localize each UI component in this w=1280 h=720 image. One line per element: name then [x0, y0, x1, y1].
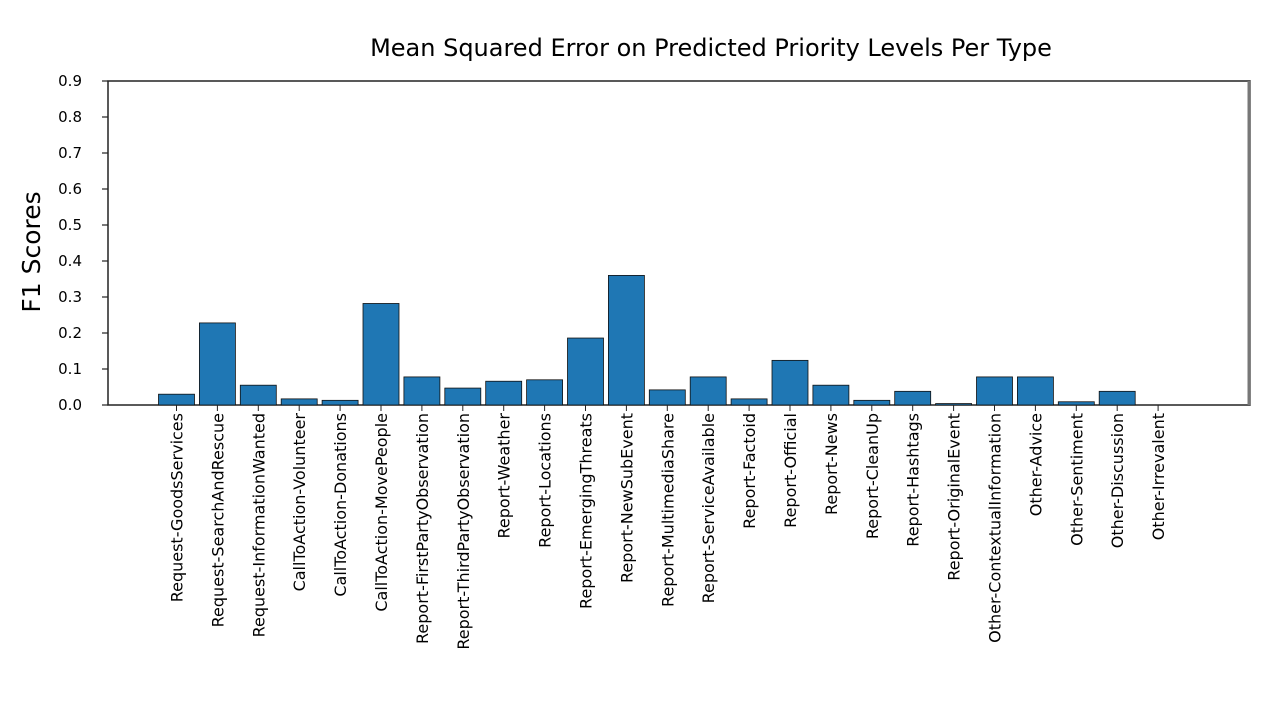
x-tick-label: Report-FirstPartyObservation — [413, 413, 432, 644]
y-tick-label: 0.1 — [58, 360, 82, 378]
y-tick-label: 0.2 — [58, 324, 82, 342]
chart-title: Mean Squared Error on Predicted Priority… — [370, 34, 1052, 62]
bar-report-official — [771, 359, 809, 406]
x-tick-label: Request-GoodsServices — [168, 413, 187, 602]
x-tick-label: Report-Weather — [495, 413, 514, 539]
x-tick-label: Other-ContextualInformation — [986, 413, 1005, 643]
bar-request-goodsservices — [158, 393, 195, 406]
bar-report-originalevent — [935, 403, 972, 406]
y-tick-label: 0.6 — [58, 180, 82, 198]
bar-calltoaction-donations — [321, 399, 359, 406]
y-tick-label: 0.8 — [58, 108, 82, 126]
y-tick-label: 0.4 — [58, 252, 82, 270]
bar-report-hashtags — [894, 390, 932, 406]
bar-calltoaction-movepeople — [362, 303, 400, 406]
x-tick-label: Report-OriginalEvent — [945, 413, 964, 581]
bar-report-firstpartyobservation — [403, 376, 441, 406]
x-tick-label: Report-Locations — [536, 413, 555, 548]
bar-other-sentiment — [1057, 401, 1095, 406]
x-tick-label: Report-News — [822, 413, 841, 515]
x-tick-label: Other-Sentiment — [1067, 413, 1086, 546]
x-tick-label: CallToAction-Volunteer — [290, 413, 309, 592]
bar-report-emergingthreats — [567, 337, 604, 406]
bar-request-informationwanted — [239, 384, 277, 406]
bar-other-discussion — [1098, 390, 1136, 406]
x-tick-label: Report-Hashtags — [904, 413, 923, 547]
bar-report-locations — [526, 379, 563, 406]
x-tick-label: CallToAction-MovePeople — [372, 413, 391, 612]
bar-calltoaction-volunteer — [280, 398, 318, 406]
x-tick-label: Report-ThirdPartyObservation — [454, 413, 473, 650]
bar-report-news — [812, 384, 850, 406]
x-tick-label: Other-Discussion — [1108, 413, 1127, 548]
y-axis-label: F1 Scores — [17, 191, 46, 312]
bar-report-multimediashare — [648, 389, 686, 406]
bar-report-thirdpartyobservation — [444, 387, 482, 406]
x-tick-label: Report-Official — [781, 413, 800, 528]
x-tick-label: Other-Irrevalent — [1149, 413, 1168, 540]
x-tick-label: Other-Advice — [1026, 413, 1045, 516]
x-tick-label: Report-EmergingThreats — [577, 413, 596, 609]
bar-request-searchandrescue — [198, 322, 236, 406]
bar-report-serviceavailable — [689, 376, 727, 406]
bars-group — [158, 274, 1136, 406]
plot-area-frame — [107, 80, 1251, 406]
y-tick-label: 0.3 — [58, 288, 82, 306]
bar-report-newsubevent — [608, 274, 645, 406]
x-tick-label: Request-SearchAndRescue — [208, 413, 227, 627]
bar-report-factoid — [730, 398, 768, 406]
x-tick-label: Request-InformationWanted — [249, 413, 268, 637]
x-tick-label: Report-MultimediaShare — [658, 413, 677, 607]
x-axis-labels: Request-GoodsServices Request-SearchAndRe… — [168, 405, 1168, 650]
bar-other-contextualinformation — [976, 376, 1013, 406]
bar-other-advice — [1017, 376, 1054, 406]
y-tick-label: 0.7 — [58, 144, 82, 162]
x-tick-label: Report-ServiceAvailable — [699, 413, 718, 603]
x-tick-label: Report-Factoid — [740, 413, 759, 529]
y-axis: 0.0 0.1 0.2 0.3 0.4 0.5 0.6 0.7 0.8 0.9 — [58, 72, 108, 414]
bar-report-weather — [485, 380, 523, 406]
y-tick-label: 0.5 — [58, 216, 82, 234]
y-tick-label: 0.9 — [58, 72, 82, 90]
bar-report-cleanup — [853, 399, 891, 406]
x-tick-label: Report-CleanUp — [863, 413, 882, 539]
y-tick-label: 0.0 — [58, 396, 82, 414]
x-tick-label: Report-NewSubEvent — [617, 413, 636, 583]
x-tick-label: CallToAction-Donations — [331, 413, 350, 597]
